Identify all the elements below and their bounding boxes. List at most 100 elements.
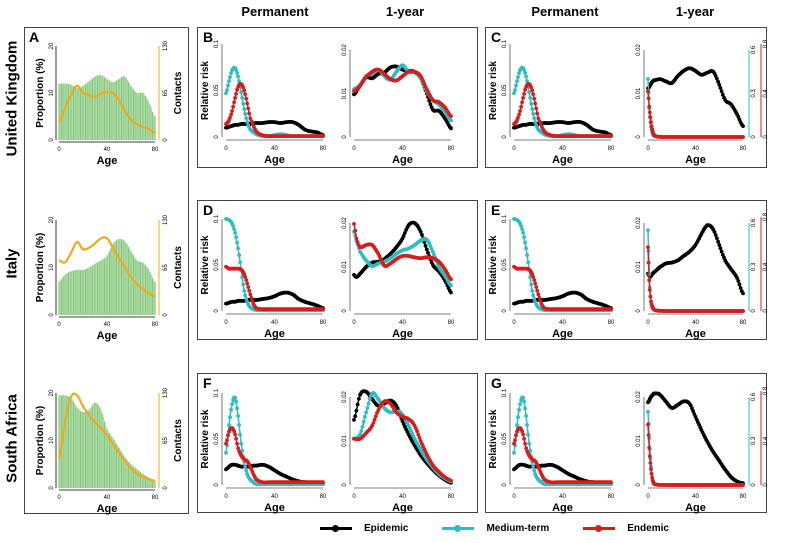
x-axis-title: Age [392,328,413,340]
y-tick-label: 0.02 [342,44,348,56]
y-tick-label: 0 [342,483,348,487]
population-bar [98,405,100,488]
point-medium-term [449,118,453,123]
y-tick-label: 0.05 [502,259,508,271]
y-tick-label: 0.1 [214,214,220,223]
population-bar [92,78,94,140]
point-epidemic [715,76,719,81]
point-endemic [535,288,540,293]
population-bar [138,470,140,488]
population-bar [89,408,91,488]
population-bar [63,395,65,488]
point-epidemic [741,291,745,296]
point-epidemic [691,409,695,413]
y-tick-label: 0.01 [342,261,348,273]
population-bar [82,85,84,140]
legend-swatch-endemic [583,524,616,532]
x-tick-label: 40 [271,494,278,500]
population-bar [93,77,95,140]
y-tick-label: 0.02 [636,391,642,403]
population-bar [112,438,114,488]
point-medium-term [233,395,238,400]
population-bar [125,242,127,315]
point-epidemic [713,233,718,237]
point-endemic [649,299,653,304]
population-bar [117,239,119,315]
point-medium-term [529,282,534,287]
x-axis-title: Age [685,328,706,340]
risk-plot-E-perm [509,217,613,315]
population-bar [135,468,137,488]
medium-tick-label: 0.6 [751,218,757,227]
y-tick-label: 0.02 [342,391,348,403]
y2-tick-label: 65 [163,437,169,444]
point-epidemic [736,279,741,283]
population-bar [68,396,70,488]
population-bar [96,75,98,140]
population-bar [86,268,88,315]
point-medium-term [646,77,650,81]
point-endemic [449,277,453,282]
population-bar [124,76,126,140]
population-bar [143,474,145,488]
population-bar [126,79,128,140]
x-tick-label: 40 [559,146,566,152]
population-bar [128,461,130,488]
population-bar [81,270,83,315]
point-endemic [646,89,650,94]
population-bar [71,399,73,488]
population-bar [135,258,137,315]
point-medium-term [525,423,529,427]
population-bar [58,281,60,315]
population-bar [113,81,115,140]
x-tick-label: 0 [512,320,516,326]
population-bar [96,403,98,488]
y-tick-label: 0.02 [636,44,642,56]
point-medium-term [526,260,530,265]
point-medium-term [242,107,247,111]
point-endemic [246,106,251,111]
population-bar [136,469,138,488]
point-endemic [531,92,536,97]
point-endemic [523,441,527,446]
population-bar [90,79,92,140]
point-epidemic [354,408,359,413]
point-medium-term [512,91,516,96]
population-bar [64,83,66,140]
population-bar [148,477,150,488]
series-line-epidemic [647,224,744,294]
point-medium-term [227,423,231,428]
point-endemic [534,106,539,111]
population-bar [102,258,104,315]
point-endemic [353,228,358,233]
point-medium-term [513,88,517,92]
population-bar [130,85,132,140]
x-tick-label: 80 [608,320,615,326]
point-endemic [648,294,653,299]
population-bar [106,428,108,488]
population-bar [130,250,132,315]
population-bar [94,76,96,140]
y-tick-label: 20 [49,42,55,49]
population-bar [154,281,156,315]
x-tick-label: 40 [399,146,406,152]
population-bar [70,84,72,140]
x-tick-label: 40 [271,146,278,152]
population-bar [92,265,94,315]
panel-d-box [197,200,478,340]
endemic-tick-label: 0.8 [763,212,769,221]
population-bar [90,406,92,488]
y-axis-title: Relative risk [200,61,211,120]
population-bar [59,280,61,315]
point-endemic [372,417,377,422]
x-tick-label: 80 [320,146,327,152]
risk-plot-G-1yr [643,391,762,489]
point-medium-term [243,293,248,298]
population-bar [105,425,107,488]
y-tick-label: 10 [49,89,55,96]
point-endemic [321,134,325,139]
y-tick-label: 0 [502,135,508,139]
point-epidemic [741,124,745,128]
point-medium-term [449,283,453,288]
